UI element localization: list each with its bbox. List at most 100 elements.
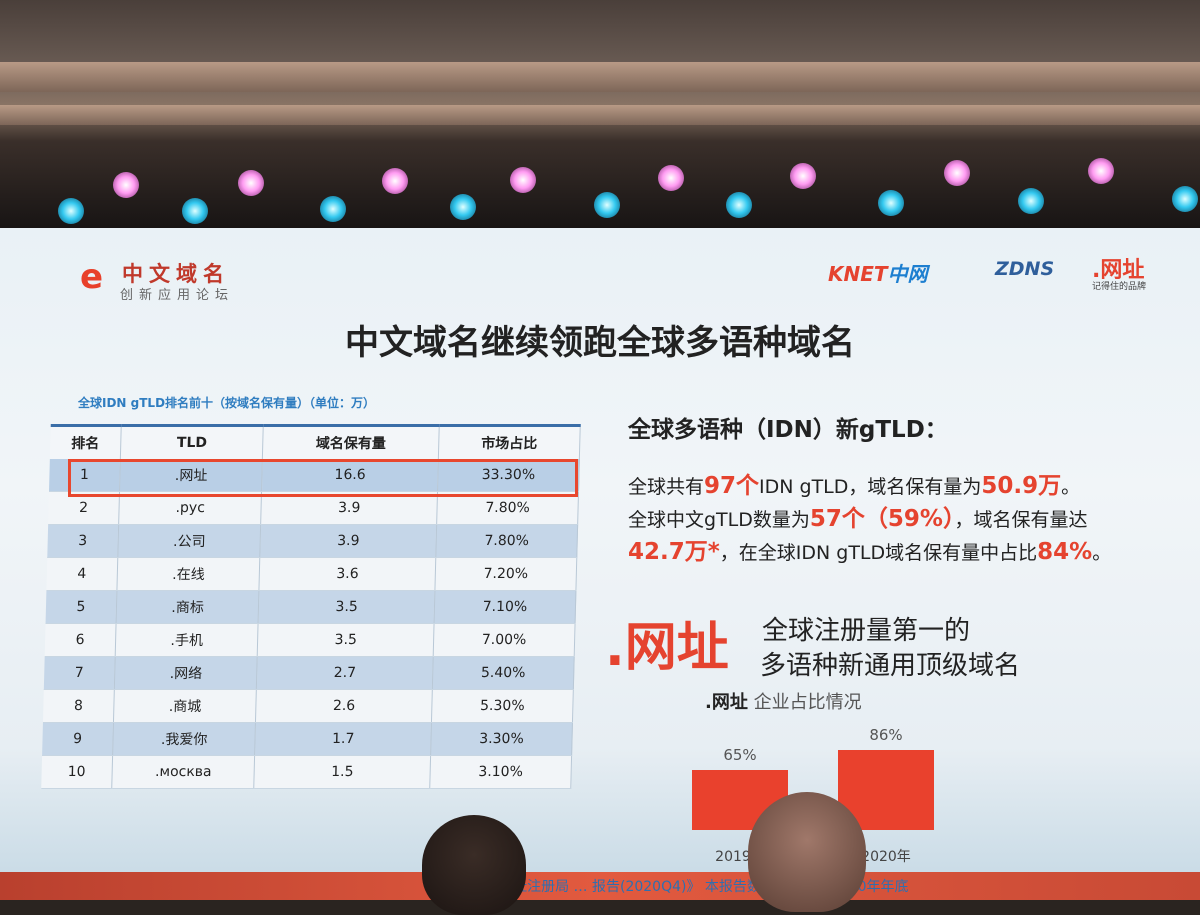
cell-count: 3.6 [259,557,436,591]
stat-line-3: 42.7万*，在全球IDN gTLD域名保有量中占比84%。 [628,532,1111,566]
knet-logo: KNET中网 [828,258,928,287]
col-header-share: 市场占比 [438,425,581,459]
stage-light [510,167,536,193]
table-row: 10 .москва 1.5 3.10% [41,755,572,789]
stage-light [238,170,264,196]
knet-logo-cn: 中网 [887,262,928,286]
stage-light [878,190,904,216]
audience-head [422,815,526,915]
stage-light [382,168,408,194]
wangzhi-tagline: 记得住的品牌 [1092,282,1147,292]
ceiling-beam [0,105,1200,125]
highlight-number: 97个 [704,473,760,499]
chart-title: .网址 企业占比情况 [705,688,862,714]
table-row: 7 .网络 2.7 5.40% [43,656,575,690]
cell-count: 3.9 [260,524,437,558]
stat-line-1: 全球共有97个IDN gTLD，域名保有量为50.9万。 [628,466,1080,500]
bar-data-label: 65% [723,745,757,764]
text: 。 [1092,542,1112,564]
stage-light [113,172,139,198]
stage-light [790,163,816,189]
stage-light [1018,188,1044,214]
slogan-line-1: 全球注册量第一的 [762,616,971,646]
stage-light [726,192,752,218]
cell-count: 1.5 [254,755,431,789]
brand-logo-icon: e [80,257,104,297]
cell-rank: 5 [45,590,117,624]
cell-tld: .手机 [115,623,259,657]
cell-tld: .在线 [116,557,261,591]
cell-count: 1.7 [254,722,432,756]
stage-edge [0,872,1200,900]
cell-share: 7.00% [433,623,576,657]
text: 全球共有 [628,476,705,498]
brand-subtitle: 创新应用论坛 [120,288,235,303]
cell-rank: 4 [46,557,118,591]
stage-light [182,198,208,224]
stage-light [658,165,684,191]
table-row: 4 .在线 3.6 7.20% [46,557,577,591]
cell-count: 3.5 [258,590,435,624]
highlight-number: 50.9万 [981,473,1062,499]
knet-logo-text: KNET [828,262,888,286]
cell-share: 7.20% [434,557,577,591]
cell-share: 7.10% [434,590,576,624]
cell-share: 7.80% [435,524,578,558]
table-caption: 全球IDN gTLD排名前十（按域名保有量）（单位：万） [78,396,376,410]
cell-rank: 10 [41,755,113,789]
bar-data-label: 86% [869,726,903,745]
highlight-number: 84% [1037,539,1093,565]
cell-tld: .公司 [117,524,262,558]
text: ，在全球IDN gTLD域名保有量中占比 [719,542,1038,564]
cell-rank: 3 [47,524,119,558]
cell-rank: 6 [44,623,117,657]
stage-light [1172,186,1198,212]
table-row: 6 .手机 3.5 7.00% [44,623,576,657]
chart-title-text: 企业占比情况 [753,692,862,713]
col-header-tld: TLD [120,425,264,459]
cell-count: 3.5 [257,623,435,657]
cell-share: 3.30% [430,722,573,756]
cell-count: 2.6 [255,689,433,723]
cell-rank: 7 [43,656,116,690]
slide-title: 中文域名继续领跑全球多语种域名 [345,323,855,363]
text: ，域名保有量达 [954,509,1088,531]
table-row: 8 .商城 2.6 5.30% [42,689,574,723]
stage-light [58,198,84,224]
highlight-box [68,459,578,497]
chart-title-brand: .网址 [705,692,748,713]
table-row: 3 .公司 3.9 7.80% [47,524,578,558]
cell-count: 2.7 [256,656,434,690]
zdns-logo: ZDNS [995,258,1055,280]
cell-tld: .商标 [116,590,260,624]
cell-tld: .网络 [114,656,258,690]
venue-ceiling [0,0,1200,235]
cell-share: 5.40% [432,656,575,690]
stage-light [320,196,346,222]
brand-title: 中文域名 [122,262,230,286]
highlight-number: 42.7万* [628,539,720,565]
stage-light [594,192,620,218]
wangzhi-logo: .网址 [1092,258,1145,283]
text: 全球中文gTLD数量为 [628,509,810,531]
table-row: 9 .我爱你 1.7 3.30% [42,722,573,756]
cell-rank: 9 [42,722,114,756]
slogan-line-2: 多语种新通用顶级域名 [760,651,1021,681]
cell-share: 3.10% [429,755,572,789]
cell-rank: 8 [42,689,115,723]
x-tick-label: 2020年 [861,849,911,865]
highlight-number: 57个（59%） [809,506,955,532]
wangzhi-large-logo: .网址 [605,618,729,678]
stat-line-2: 全球中文gTLD数量为57个（59%），域名保有量达 [628,499,1087,533]
cell-tld: .我爱你 [112,722,256,756]
stage-light [1088,158,1114,184]
text: 。 [1061,476,1081,498]
audience-head [748,792,866,912]
stage-light [450,194,476,220]
table-row: 5 .商标 3.5 7.10% [45,590,576,624]
cell-share: 5.30% [431,689,574,723]
col-header-rank: 排名 [49,425,122,459]
text: IDN gTLD，域名保有量为 [759,476,982,498]
idn-heading: 全球多语种（IDN）新gTLD： [628,417,948,443]
ceiling-beam [0,62,1200,92]
